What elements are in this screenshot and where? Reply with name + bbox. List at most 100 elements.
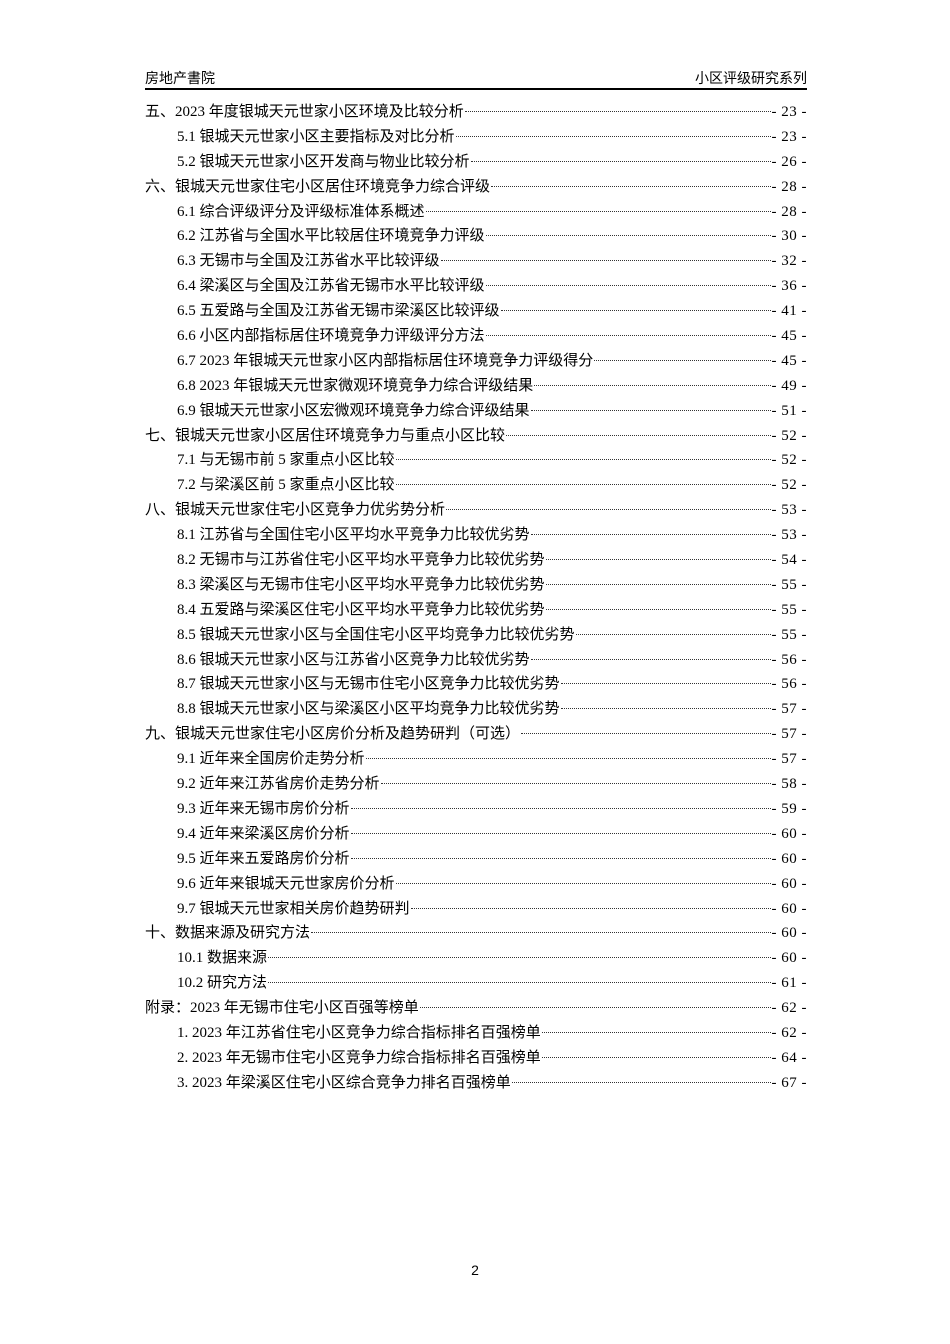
toc-leader-dots [541, 1056, 771, 1058]
toc-section-entry[interactable]: 6.6 小区内部指标居住环境竞争力评级评分方法 - 45 - [145, 324, 807, 349]
toc-leader-dots [380, 783, 771, 785]
toc-entry-title: 9.4 近年来梁溪区房价分析 [177, 825, 350, 842]
toc-entry-title: 5.2 银城天元世家小区开发商与物业比较分析 [177, 153, 470, 170]
toc-leader-dots [464, 111, 771, 112]
toc-entry-page: - 58 - [771, 776, 807, 793]
header-left-title: 房地产書院 [145, 70, 215, 86]
toc-leader-dots [560, 708, 771, 710]
toc-leader-dots [521, 733, 771, 735]
toc-section-entry[interactable]: 8.3 梁溪区与无锡市住宅小区平均水平竞争力比较优劣势 - 55 - [145, 573, 807, 598]
toc-section-entry[interactable]: 8.1 江苏省与全国住宅小区平均水平竞争力比较优劣势 - 53 - [145, 523, 807, 548]
toc-leader-dots [560, 683, 771, 685]
toc-entry-page: - 60 - [771, 900, 807, 917]
toc-entry-title: 8.2 无锡市与江苏省住宅小区平均水平竞争力比较优劣势 [177, 552, 545, 569]
toc-entry-page: - 36 - [771, 278, 807, 295]
toc-entry-page: - 53 - [771, 502, 807, 519]
toc-section-entry[interactable]: 6.9 银城天元世家小区宏微观环境竞争力综合评级结果 - 51 - [145, 399, 807, 424]
toc-section-entry[interactable]: 9.5 近年来五爱路房价分析 - 60 - [145, 847, 807, 872]
toc-chapter-entry[interactable]: 七、银城天元世家小区居住环境竞争力与重点小区比较 - 52 - [145, 424, 807, 449]
toc-section-entry[interactable]: 8.4 五爱路与梁溪区住宅小区平均水平竞争力比较优劣势 - 55 - [145, 598, 807, 623]
toc-entry-title: 九、银城天元世家住宅小区房价分析及趋势研判（可选） [145, 726, 521, 743]
toc-section-entry[interactable]: 6.5 五爱路与全国及江苏省无锡市梁溪区比较评级 - 41 - [145, 299, 807, 324]
toc-entry-page: - 57 - [771, 751, 807, 768]
toc-leader-dots [530, 409, 771, 411]
toc-leader-dots [268, 957, 771, 959]
toc-chapter-entry[interactable]: 十、数据来源及研究方法 - 60 - [145, 921, 807, 946]
toc-entry-title: 9.3 近年来无锡市房价分析 [177, 800, 350, 817]
toc-section-entry[interactable]: 3. 2023 年梁溪区住宅小区综合竞争力排名百强榜单 - 67 - [145, 1071, 807, 1096]
toc-chapter-entry[interactable]: 八、银城天元世家住宅小区竞争力优劣势分析 - 53 - [145, 498, 807, 523]
toc-leader-dots [594, 359, 771, 361]
toc-section-entry[interactable]: 8.7 银城天元世家小区与无锡市住宅小区竞争力比较优劣势 - 56 - [145, 672, 807, 697]
toc-entry-page: - 28 - [771, 178, 807, 195]
toc-section-entry[interactable]: 7.1 与无锡市前 5 家重点小区比较 - 52 - [145, 448, 807, 473]
toc-leader-dots [545, 583, 771, 585]
toc-entry-title: 9.2 近年来江苏省房价走势分析 [177, 776, 380, 793]
toc-section-entry[interactable]: 8.6 银城天元世家小区与江苏省小区竞争力比较优劣势 - 56 - [145, 648, 807, 673]
toc-chapter-entry[interactable]: 六、银城天元世家住宅小区居住环境竞争力综合评级 - 28 - [145, 175, 807, 200]
toc-chapter-entry[interactable]: 九、银城天元世家住宅小区房价分析及趋势研判（可选） - 57 - [145, 722, 807, 747]
toc-chapter-entry[interactable]: 五、2023 年度银城天元世家小区环境及比较分析 - 23 - [145, 100, 807, 125]
toc-leader-dots [410, 907, 771, 909]
toc-section-entry[interactable]: 9.7 银城天元世家相关房价趋势研判 - 60 - [145, 897, 807, 922]
toc-leader-dots [500, 310, 771, 312]
toc-leader-dots [485, 285, 771, 287]
toc-leader-dots [350, 857, 771, 859]
toc-entry-title: 6.4 梁溪区与全国及江苏省无锡市水平比较评级 [177, 278, 485, 295]
toc-entry-title: 五、2023 年度银城天元世家小区环境及比较分析 [145, 104, 464, 120]
toc-section-entry[interactable]: 8.2 无锡市与江苏省住宅小区平均水平竞争力比较优劣势 - 54 - [145, 548, 807, 573]
toc-section-entry[interactable]: 6.3 无锡市与全国及江苏省水平比较评级 - 32 - [145, 249, 807, 274]
toc-section-entry[interactable]: 9.6 近年来银城天元世家房价分析 - 60 - [145, 872, 807, 897]
toc-leader-dots [470, 160, 771, 162]
toc-entry-title: 8.5 银城天元世家小区与全国住宅小区平均竞争力比较优劣势 [177, 626, 575, 643]
toc-entry-title: 3. 2023 年梁溪区住宅小区综合竞争力排名百强榜单 [177, 1074, 511, 1091]
toc-entry-page: - 51 - [771, 402, 807, 419]
toc-section-entry[interactable]: 9.3 近年来无锡市房价分析 - 59 - [145, 797, 807, 822]
toc-section-entry[interactable]: 1. 2023 年江苏省住宅小区竞争力综合指标排名百强榜单 - 62 - [145, 1021, 807, 1046]
toc-entry-page: - 26 - [771, 153, 807, 170]
toc-section-entry[interactable]: 9.1 近年来全国房价走势分析 - 57 - [145, 747, 807, 772]
toc-section-entry[interactable]: 2. 2023 年无锡市住宅小区竞争力综合指标排名百强榜单 - 64 - [145, 1046, 807, 1071]
toc-section-entry[interactable]: 7.2 与梁溪区前 5 家重点小区比较 - 52 - [145, 473, 807, 498]
toc-leader-dots [545, 559, 771, 561]
toc-section-entry[interactable]: 8.8 银城天元世家小区与梁溪区小区平均竞争力比较优劣势 - 57 - [145, 697, 807, 722]
toc-entry-title: 8.1 江苏省与全国住宅小区平均水平竞争力比较优劣势 [177, 527, 530, 544]
toc-leader-dots [268, 982, 771, 984]
toc-section-entry[interactable]: 6.8 2023 年银城天元世家微观环境竞争力综合评级结果 - 49 - [145, 374, 807, 399]
toc-entry-title: 十、数据来源及研究方法 [145, 925, 311, 942]
toc-section-entry[interactable]: 6.2 江苏省与全国水平比较居住环境竞争力评级 - 30 - [145, 224, 807, 249]
toc-section-entry[interactable]: 9.2 近年来江苏省房价走势分析 - 58 - [145, 772, 807, 797]
toc-section-entry[interactable]: 6.1 综合评级评分及评级标准体系概述 - 28 - [145, 200, 807, 225]
toc-entry-page: - 49 - [771, 377, 807, 394]
toc-entry-title: 六、银城天元世家住宅小区居住环境竞争力综合评级 [145, 178, 491, 195]
toc-entry-title: 1. 2023 年江苏省住宅小区竞争力综合指标排名百强榜单 [177, 1024, 541, 1041]
toc-leader-dots [395, 459, 771, 461]
toc-entry-title: 6.5 五爱路与全国及江苏省无锡市梁溪区比较评级 [177, 303, 500, 320]
toc-entry-title: 9.5 近年来五爱路房价分析 [177, 850, 350, 867]
toc-chapter-entry[interactable]: 附录：2023 年无锡市住宅小区百强等榜单 - 62 - [145, 996, 807, 1021]
toc-section-entry[interactable]: 5.1 银城天元世家小区主要指标及对比分析 - 23 - [145, 125, 807, 150]
toc-entry-title: 10.2 研究方法 [177, 975, 268, 992]
toc-entry-title: 8.3 梁溪区与无锡市住宅小区平均水平竞争力比较优劣势 [177, 576, 545, 593]
toc-leader-dots [455, 135, 771, 137]
toc-section-entry[interactable]: 10.2 研究方法 - 61 - [145, 971, 807, 996]
toc-leader-dots [506, 434, 771, 436]
toc-section-entry[interactable]: 8.5 银城天元世家小区与全国住宅小区平均竞争力比较优劣势 - 55 - [145, 623, 807, 648]
toc-section-entry[interactable]: 9.4 近年来梁溪区房价分析 - 60 - [145, 822, 807, 847]
toc-entry-title: 2. 2023 年无锡市住宅小区竞争力综合指标排名百强榜单 [177, 1049, 541, 1066]
toc-leader-dots [365, 758, 771, 760]
toc-leader-dots [541, 1031, 771, 1033]
toc-section-entry[interactable]: 6.4 梁溪区与全国及江苏省无锡市水平比较评级 - 36 - [145, 274, 807, 299]
toc-entry-title: 八、银城天元世家住宅小区竞争力优劣势分析 [145, 502, 446, 519]
toc-section-entry[interactable]: 5.2 银城天元世家小区开发商与物业比较分析 - 26 - [145, 150, 807, 175]
toc-entry-page: - 30 - [771, 228, 807, 245]
toc-entry-page: - 56 - [771, 676, 807, 693]
toc-entry-page: - 32 - [771, 253, 807, 270]
toc-entry-page: - 60 - [771, 875, 807, 892]
toc-leader-dots [545, 608, 771, 610]
toc-leader-dots [395, 882, 771, 884]
toc-entry-title: 6.2 江苏省与全国水平比较居住环境竞争力评级 [177, 228, 485, 245]
toc-section-entry[interactable]: 10.1 数据来源 - 60 - [145, 946, 807, 971]
toc-entry-page: - 60 - [771, 825, 807, 842]
toc-section-entry[interactable]: 6.7 2023 年银城天元世家小区内部指标居住环境竞争力评级得分 - 45 - [145, 349, 807, 374]
